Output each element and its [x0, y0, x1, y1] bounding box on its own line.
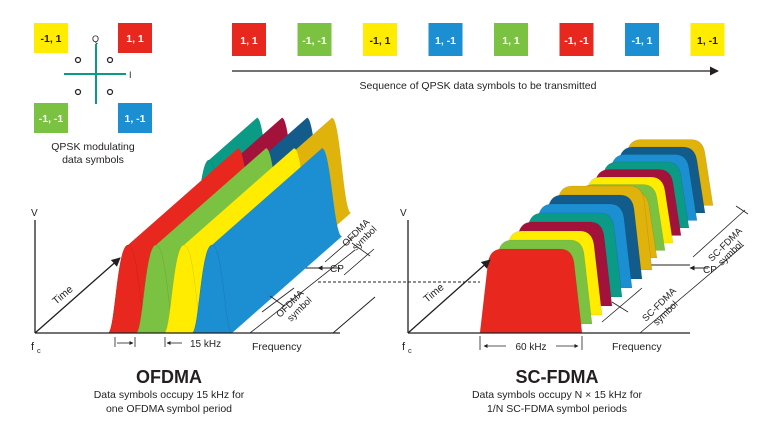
symbol-sequence: 1, 1 -1, -1 -1, 1 1, -1 1, 1 -1, -1 -1, 1 1, -1… — [232, 23, 725, 92]
ofdma-cp-label: CP — [330, 264, 344, 275]
qpsk-symbol-br: 1, -1 — [124, 113, 145, 125]
scfdma-diagram: V f c Time Frequency CP SC-FDMA symbol S… — [400, 139, 749, 415]
qpsk-constellation: Q I -1, 1 1, 1 -1, -1 1, -1 QPSK modulat… — [34, 23, 152, 166]
sequence-symbol-0 — [232, 23, 266, 56]
ofdma-desc-line1: Data symbols occupy 15 kHz for — [94, 389, 245, 401]
ofdma-fc-label: f — [31, 341, 35, 353]
ofdma-frequency-label: Frequency — [252, 341, 302, 353]
scfdma-v-label: V — [400, 208, 407, 219]
ofdma-v-label: V — [31, 208, 38, 219]
qpsk-symbol-bl: -1, -1 — [39, 113, 64, 125]
scfdma-title: SC-FDMA — [516, 367, 599, 387]
sequence-symbol-label-4: 1, 1 — [502, 35, 520, 47]
sequence-caption: Sequence of QPSK data symbols to be tran… — [360, 80, 597, 92]
sequence-symbol-label-6: -1, 1 — [631, 35, 652, 47]
sequence-symbol-label-1: -1, -1 — [302, 35, 327, 47]
sequence-symbol-label-3: 1, -1 — [435, 35, 456, 47]
scfdma-bandwidth-label: 60 kHz — [515, 342, 546, 353]
qpsk-symbol-tr: 1, 1 — [126, 33, 144, 45]
sequence-symbol-2 — [363, 23, 397, 56]
sequence-symbol-6 — [625, 23, 659, 56]
sequence-symbol-7 — [690, 23, 725, 56]
ofdma-front-wave-3 — [192, 148, 342, 333]
ofdma-time-label: Time — [50, 283, 75, 307]
sequence-symbol-label-7: 1, -1 — [697, 35, 718, 47]
scfdma-desc-line1: Data symbols occupy N × 15 kHz for — [472, 389, 643, 401]
ofdma-bandwidth-label: 15 kHz — [190, 339, 221, 350]
qpsk-caption-line2: data symbols — [62, 154, 124, 166]
sequence-symbol-3 — [428, 23, 463, 56]
sequence-symbol-label-2: -1, 1 — [369, 35, 390, 47]
ofdma-title: OFDMA — [136, 367, 202, 387]
ofdma-diagram: V f c Time Frequency CP OFDMA symbol OFD… — [31, 117, 379, 415]
scfdma-desc-line2: 1/N SC-FDMA symbol periods — [487, 403, 627, 415]
q-axis-label: Q — [92, 34, 99, 44]
scfdma-cp-label: CP — [703, 265, 717, 276]
scfdma-front-block-0 — [479, 248, 583, 334]
sequence-symbol-label-0: 1, 1 — [240, 35, 258, 47]
sequence-symbol-1 — [297, 23, 332, 56]
sequence-symbol-label-5: -1, -1 — [564, 35, 589, 47]
scfdma-fc-label: f — [402, 341, 406, 353]
ofdma-fc-sub: c — [37, 346, 41, 355]
qpsk-caption-line1: QPSK modulating — [51, 141, 135, 153]
i-axis-label: I — [129, 70, 132, 80]
qpsk-symbol-tl: -1, 1 — [40, 33, 61, 45]
ofdma-desc-line2: one OFDMA symbol period — [106, 403, 232, 415]
scfdma-frequency-label: Frequency — [612, 341, 662, 353]
sequence-symbol-4 — [494, 23, 528, 56]
sequence-symbol-5 — [559, 23, 594, 56]
scfdma-fc-sub: c — [408, 346, 412, 355]
